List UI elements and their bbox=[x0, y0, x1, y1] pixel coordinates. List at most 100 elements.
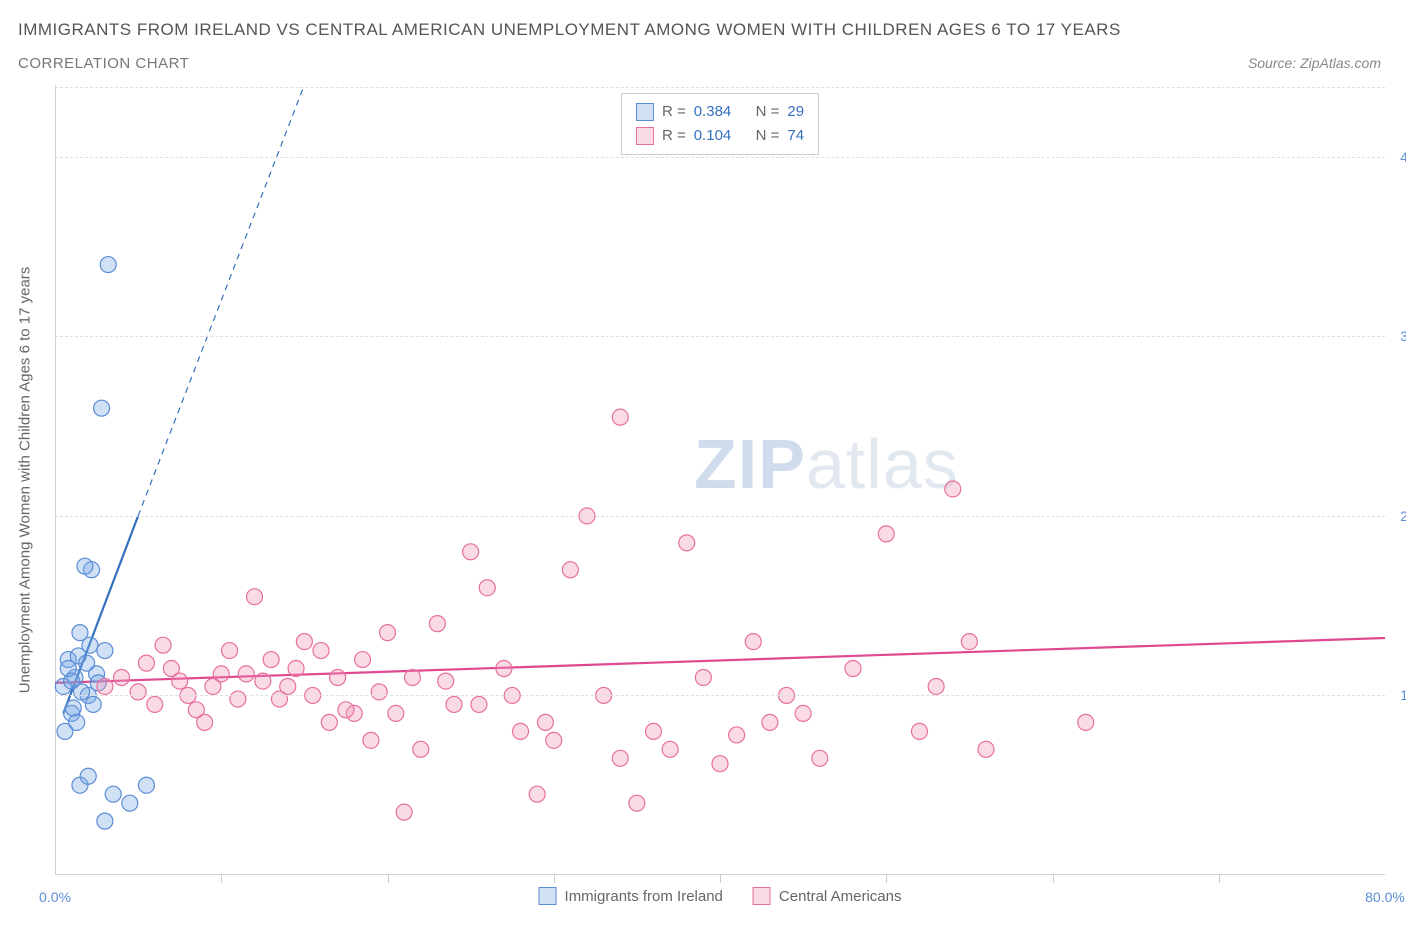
data-point bbox=[380, 625, 396, 641]
grid-line bbox=[55, 695, 1385, 696]
data-point bbox=[313, 643, 329, 659]
data-point bbox=[438, 673, 454, 689]
data-point bbox=[429, 616, 445, 632]
trend-line-dashed bbox=[138, 85, 304, 516]
x-minor-tick bbox=[221, 875, 222, 883]
data-point bbox=[321, 714, 337, 730]
data-point bbox=[100, 257, 116, 273]
data-point bbox=[64, 673, 80, 689]
x-tick-label: 0.0% bbox=[39, 889, 71, 905]
data-point bbox=[961, 634, 977, 650]
x-minor-tick bbox=[388, 875, 389, 883]
data-point bbox=[130, 684, 146, 700]
n-label: N = bbox=[756, 100, 780, 124]
data-point bbox=[147, 696, 163, 712]
data-point bbox=[69, 714, 85, 730]
data-point bbox=[446, 696, 462, 712]
data-point bbox=[222, 643, 238, 659]
data-point bbox=[138, 655, 154, 671]
data-point bbox=[537, 714, 553, 730]
data-point bbox=[662, 741, 678, 757]
data-point bbox=[529, 786, 545, 802]
data-point bbox=[247, 589, 263, 605]
chart-plot-area: Unemployment Among Women with Children A… bbox=[55, 85, 1385, 875]
y-tick-label: 40.0% bbox=[1400, 149, 1406, 165]
scatter-plot-svg bbox=[55, 85, 1385, 875]
data-point bbox=[79, 655, 95, 671]
stats-row-series-2: R = 0.104 N = 74 bbox=[636, 124, 804, 148]
data-point bbox=[338, 702, 354, 718]
data-point bbox=[238, 666, 254, 682]
grid-line bbox=[55, 87, 1385, 88]
x-minor-tick bbox=[1219, 875, 1220, 883]
y-tick-label: 20.0% bbox=[1400, 508, 1406, 524]
chart-subtitle: CORRELATION CHART bbox=[18, 55, 189, 72]
data-point bbox=[296, 634, 312, 650]
data-point bbox=[205, 678, 221, 694]
data-point bbox=[230, 691, 246, 707]
data-point bbox=[612, 750, 628, 766]
data-point bbox=[105, 786, 121, 802]
x-minor-tick bbox=[1053, 875, 1054, 883]
data-point bbox=[114, 670, 130, 686]
legend-label-series-2: Central Americans bbox=[779, 888, 902, 905]
swatch-blue-icon bbox=[539, 887, 557, 905]
data-point bbox=[330, 670, 346, 686]
swatch-blue-icon bbox=[636, 103, 654, 121]
data-point bbox=[97, 643, 113, 659]
data-point bbox=[97, 678, 113, 694]
data-point bbox=[646, 723, 662, 739]
data-point bbox=[496, 661, 512, 677]
data-point bbox=[97, 813, 113, 829]
data-point bbox=[471, 696, 487, 712]
grid-line bbox=[55, 516, 1385, 517]
data-point bbox=[82, 637, 98, 653]
legend-item-series-1: Immigrants from Ireland bbox=[539, 887, 723, 905]
r-value-series-2: 0.104 bbox=[694, 124, 732, 148]
data-point bbox=[1078, 714, 1094, 730]
data-point bbox=[138, 777, 154, 793]
n-value-series-1: 29 bbox=[787, 100, 804, 124]
data-point bbox=[355, 652, 371, 668]
data-point bbox=[271, 691, 287, 707]
trend-line bbox=[55, 638, 1385, 683]
data-point bbox=[479, 580, 495, 596]
data-point bbox=[463, 544, 479, 560]
stats-row-series-1: R = 0.384 N = 29 bbox=[636, 100, 804, 124]
source-attribution: Source: ZipAtlas.com bbox=[1248, 55, 1381, 71]
data-point bbox=[679, 535, 695, 551]
r-value-series-1: 0.384 bbox=[694, 100, 732, 124]
n-label: N = bbox=[756, 124, 780, 148]
data-point bbox=[795, 705, 811, 721]
y-tick-label: 10.0% bbox=[1400, 687, 1406, 703]
correlation-stats-box: R = 0.384 N = 29 R = 0.104 N = 74 bbox=[621, 93, 819, 155]
data-point bbox=[263, 652, 279, 668]
data-point bbox=[912, 723, 928, 739]
swatch-pink-icon bbox=[753, 887, 771, 905]
data-point bbox=[255, 673, 271, 689]
data-point bbox=[94, 400, 110, 416]
r-label: R = bbox=[662, 100, 686, 124]
data-point bbox=[629, 795, 645, 811]
data-point bbox=[155, 637, 171, 653]
data-point bbox=[978, 741, 994, 757]
data-point bbox=[845, 661, 861, 677]
data-point bbox=[396, 804, 412, 820]
data-point bbox=[562, 562, 578, 578]
y-tick-label: 30.0% bbox=[1400, 328, 1406, 344]
data-point bbox=[388, 705, 404, 721]
data-point bbox=[413, 741, 429, 757]
data-point bbox=[404, 670, 420, 686]
legend-label-series-1: Immigrants from Ireland bbox=[565, 888, 723, 905]
legend: Immigrants from Ireland Central American… bbox=[539, 887, 902, 905]
data-point bbox=[945, 481, 961, 497]
data-point bbox=[77, 558, 93, 574]
data-point bbox=[371, 684, 387, 700]
data-point bbox=[729, 727, 745, 743]
data-point bbox=[122, 795, 138, 811]
grid-line bbox=[55, 157, 1385, 158]
chart-title: IMMIGRANTS FROM IRELAND VS CENTRAL AMERI… bbox=[18, 20, 1121, 40]
data-point bbox=[546, 732, 562, 748]
legend-item-series-2: Central Americans bbox=[753, 887, 902, 905]
data-point bbox=[695, 670, 711, 686]
